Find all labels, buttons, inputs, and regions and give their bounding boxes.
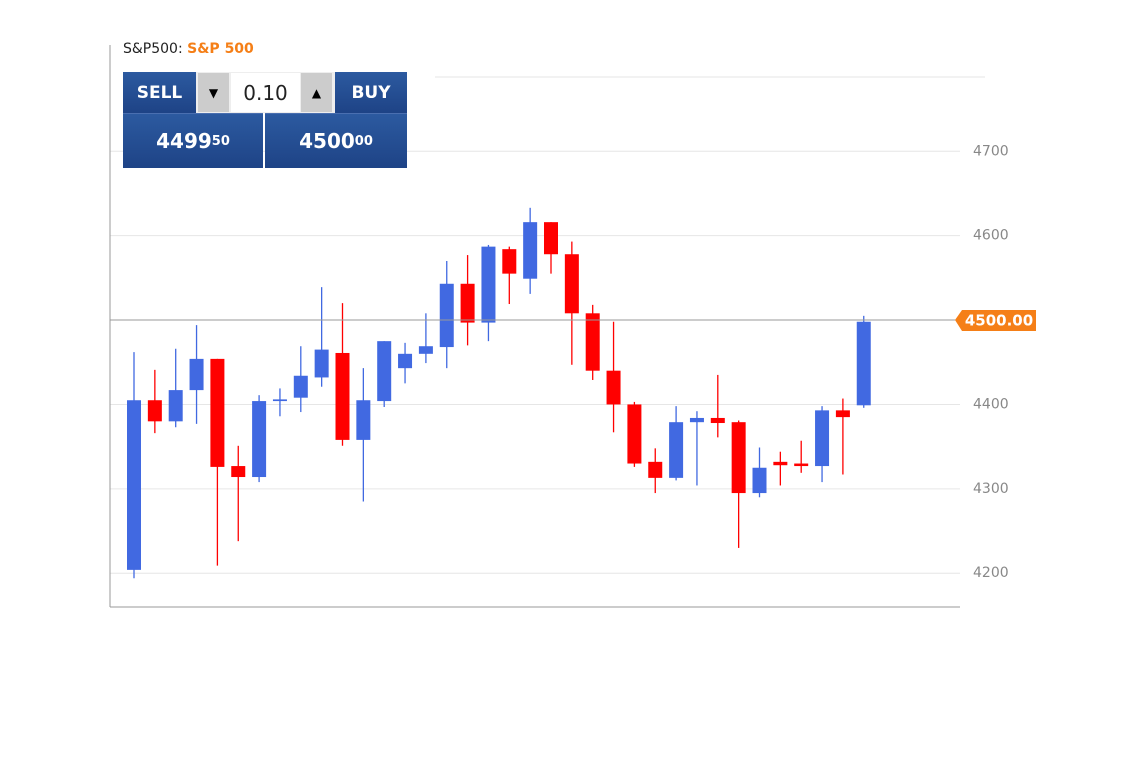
candle-body — [689, 417, 704, 423]
candle-body — [710, 417, 725, 424]
candle-body — [731, 422, 746, 494]
candle-body — [335, 352, 350, 440]
candle-body — [856, 321, 871, 406]
candle-body — [293, 375, 308, 398]
candle-body — [835, 410, 850, 418]
candle-body — [773, 461, 788, 466]
buy-price[interactable]: 4500 00 — [265, 113, 407, 168]
candle-body — [794, 463, 809, 467]
candle-body — [210, 358, 225, 467]
candle-body — [585, 313, 600, 371]
instrument-name: S&P 500 — [187, 41, 254, 57]
candle-body — [377, 341, 392, 402]
decrease-button[interactable]: ▼ — [198, 73, 229, 112]
candle-body — [147, 400, 162, 422]
candle-body — [606, 370, 621, 405]
candle-body — [418, 346, 433, 354]
candle-body — [231, 466, 246, 478]
sell-button[interactable]: SELL — [123, 72, 196, 113]
y-tick-label: 4700 — [973, 143, 1009, 159]
candle-body — [460, 283, 475, 323]
current-price-tag — [955, 310, 1036, 332]
candle-body — [502, 249, 517, 274]
grid — [110, 150, 960, 574]
candle-body — [544, 222, 558, 255]
instrument-header: S&P500: S&P 500 — [123, 41, 254, 57]
y-tick-label: 4600 — [973, 228, 1009, 244]
current-price-label: 4500.00 — [965, 312, 1033, 330]
buy-price-sup: 00 — [354, 133, 373, 149]
buy-price-main: 4500 — [299, 129, 355, 153]
sell-price[interactable]: 4499 50 — [123, 113, 263, 168]
candle-body — [314, 349, 329, 378]
candle-body — [669, 422, 684, 478]
increase-button[interactable]: ▲ — [301, 73, 332, 112]
y-tick-label: 4300 — [973, 481, 1009, 497]
candle-body — [752, 467, 767, 494]
candle-body — [356, 400, 371, 440]
candle-body — [564, 254, 579, 314]
sell-price-main: 4499 — [156, 129, 212, 153]
quantity-control: ▼ 0.10 ▲ — [196, 72, 335, 113]
trade-widget: SELL ▼ 0.10 ▲ BUY 4499 50 4500 00 — [123, 72, 407, 168]
candle-body — [168, 390, 183, 422]
candle-body — [189, 358, 204, 391]
candle-body — [523, 222, 538, 279]
instrument-label: S&P500: — [123, 41, 183, 57]
y-tick-label: 4200 — [973, 565, 1009, 581]
candle-body — [439, 283, 454, 348]
candle-body — [627, 404, 642, 464]
candle-body — [127, 400, 141, 570]
candle-body — [481, 246, 496, 323]
candle-body — [648, 461, 663, 478]
candle-body — [398, 353, 413, 369]
candle-body — [252, 401, 267, 478]
sell-price-sup: 50 — [211, 133, 230, 149]
candle-body — [272, 399, 287, 402]
candle-body — [815, 410, 830, 467]
y-tick-label: 4400 — [973, 396, 1009, 412]
buy-button[interactable]: BUY — [335, 72, 407, 113]
quantity-input[interactable]: 0.10 — [231, 73, 300, 112]
